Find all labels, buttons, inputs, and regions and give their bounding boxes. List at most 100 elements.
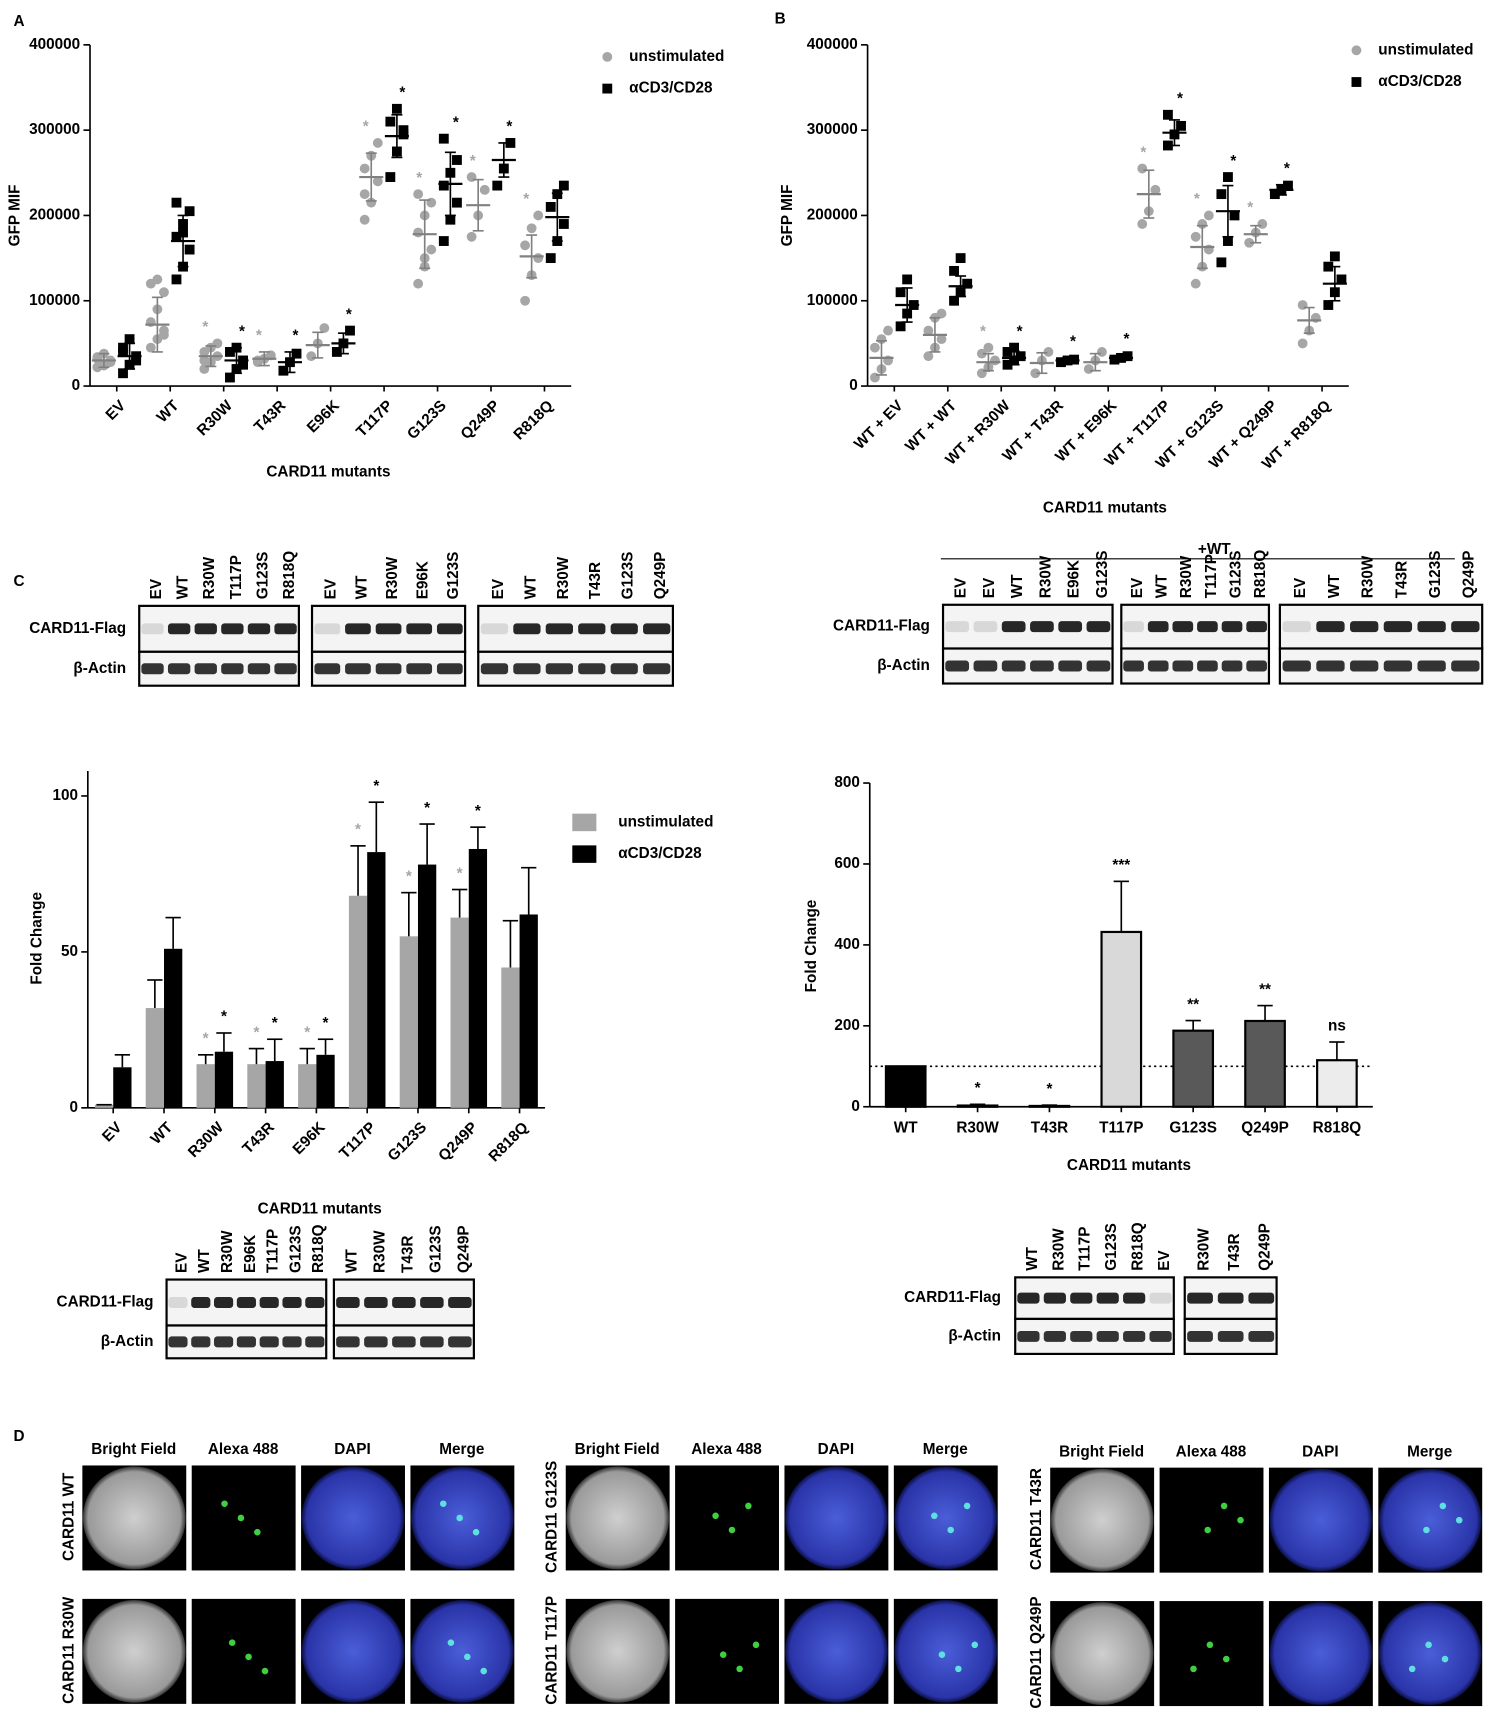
band — [545, 623, 573, 635]
data-point — [413, 227, 424, 238]
legend-label: unstimulated — [629, 48, 724, 65]
data-point — [1137, 219, 1148, 229]
significance-label: * — [470, 153, 476, 170]
x-tick-label: R818Q — [486, 1119, 532, 1165]
data-point — [479, 184, 490, 195]
fluorescent-spot — [1425, 1641, 1432, 1649]
x-tick-label: G123S — [385, 1119, 431, 1165]
lane-label: G123S — [1427, 551, 1444, 599]
significance-label: * — [424, 800, 430, 817]
fluorescent-spot — [719, 1651, 727, 1658]
data-point — [902, 274, 913, 285]
band — [1058, 621, 1083, 633]
bar — [298, 1064, 317, 1108]
micrograph-field — [410, 1599, 514, 1703]
data-point — [533, 253, 544, 264]
data-point — [124, 334, 135, 345]
significance-label: ** — [1187, 996, 1199, 1013]
band — [1282, 621, 1311, 633]
x-tick-label: Q249P — [435, 1119, 481, 1165]
band — [1451, 660, 1480, 672]
band — [1451, 621, 1480, 633]
lane-label: EV — [173, 1252, 190, 1273]
lane-label: R30W — [219, 1230, 236, 1273]
band — [336, 1297, 360, 1308]
lane-label: E96K — [242, 1235, 259, 1273]
band — [945, 660, 970, 672]
x-tick-label: T117P — [353, 397, 396, 440]
band — [1417, 621, 1446, 633]
column-header: Merge — [923, 1441, 968, 1458]
band — [1383, 660, 1413, 672]
data-point — [159, 287, 169, 298]
y-tick-label: 100 — [52, 787, 78, 804]
bar — [501, 967, 520, 1108]
x-tick-label: WT + EV — [851, 397, 907, 453]
blot-row-label: β-Actin — [73, 660, 126, 677]
lane-label: R30W — [1050, 1228, 1067, 1271]
significance-label: * — [1284, 160, 1290, 177]
bar — [450, 917, 469, 1108]
x-tick-label: R30W — [185, 1119, 227, 1161]
band — [194, 623, 217, 635]
lane-label: E96K — [415, 561, 432, 599]
fluorescent-spot — [1206, 1641, 1214, 1649]
lane-label: WT — [1009, 574, 1026, 598]
row-label: CARD11 T43R — [1028, 1468, 1045, 1570]
data-point — [895, 321, 906, 332]
data-point — [438, 133, 449, 144]
legend-marker — [1351, 77, 1362, 87]
data-point — [1043, 347, 1054, 357]
column-header: Bright Field — [1059, 1443, 1144, 1460]
significance-label: * — [292, 328, 298, 345]
y-tick-label: 400 — [834, 936, 860, 953]
x-tick-label: R818Q — [1313, 1120, 1362, 1137]
bar — [468, 848, 488, 1108]
lane-label: EV — [953, 577, 970, 598]
band — [973, 621, 998, 633]
significance-label: * — [323, 1015, 329, 1032]
bar — [1316, 1059, 1358, 1108]
fluorescent-spot — [736, 1665, 743, 1673]
band — [167, 623, 191, 635]
band — [191, 1336, 211, 1348]
micrograph-field — [1378, 1602, 1482, 1705]
lane-label: R30W — [371, 1230, 388, 1273]
legend-marker — [602, 83, 613, 94]
band — [168, 1297, 188, 1308]
band — [214, 1297, 234, 1308]
lane-label: G123S — [1227, 551, 1244, 599]
lane-label: R818Q — [310, 1224, 327, 1273]
y-axis-title: Fold Change — [803, 900, 820, 993]
blot-row-label: CARD11-Flag — [57, 1294, 154, 1311]
bar — [265, 1061, 284, 1108]
data-point — [391, 103, 402, 114]
column-header: DAPI — [818, 1441, 855, 1458]
row-label: CARD11 G123S — [544, 1461, 561, 1573]
lane-label: WT — [353, 575, 370, 599]
band — [1172, 660, 1194, 672]
blot-box — [1014, 1317, 1175, 1356]
significance-label: * — [373, 778, 379, 795]
lane-label: T43R — [1226, 1233, 1243, 1270]
legend-label: αCD3/CD28 — [618, 845, 702, 862]
data-point — [1030, 368, 1041, 379]
lane-label: T43R — [399, 1236, 416, 1273]
bar — [1028, 1104, 1071, 1108]
data-point — [1216, 189, 1227, 200]
micrograph-field — [1269, 1468, 1373, 1572]
data-point — [533, 210, 544, 221]
data-point — [171, 231, 182, 242]
data-point — [438, 180, 449, 191]
lane-label: G123S — [427, 1225, 444, 1273]
data-point — [883, 325, 893, 336]
data-point — [1229, 210, 1240, 221]
data-point — [1150, 184, 1161, 195]
data-point — [159, 329, 169, 340]
y-tick-label: 0 — [69, 1099, 78, 1116]
data-point — [558, 219, 569, 229]
bar — [367, 852, 386, 1108]
significance-label: * — [1046, 1081, 1052, 1098]
bar — [316, 1054, 335, 1108]
